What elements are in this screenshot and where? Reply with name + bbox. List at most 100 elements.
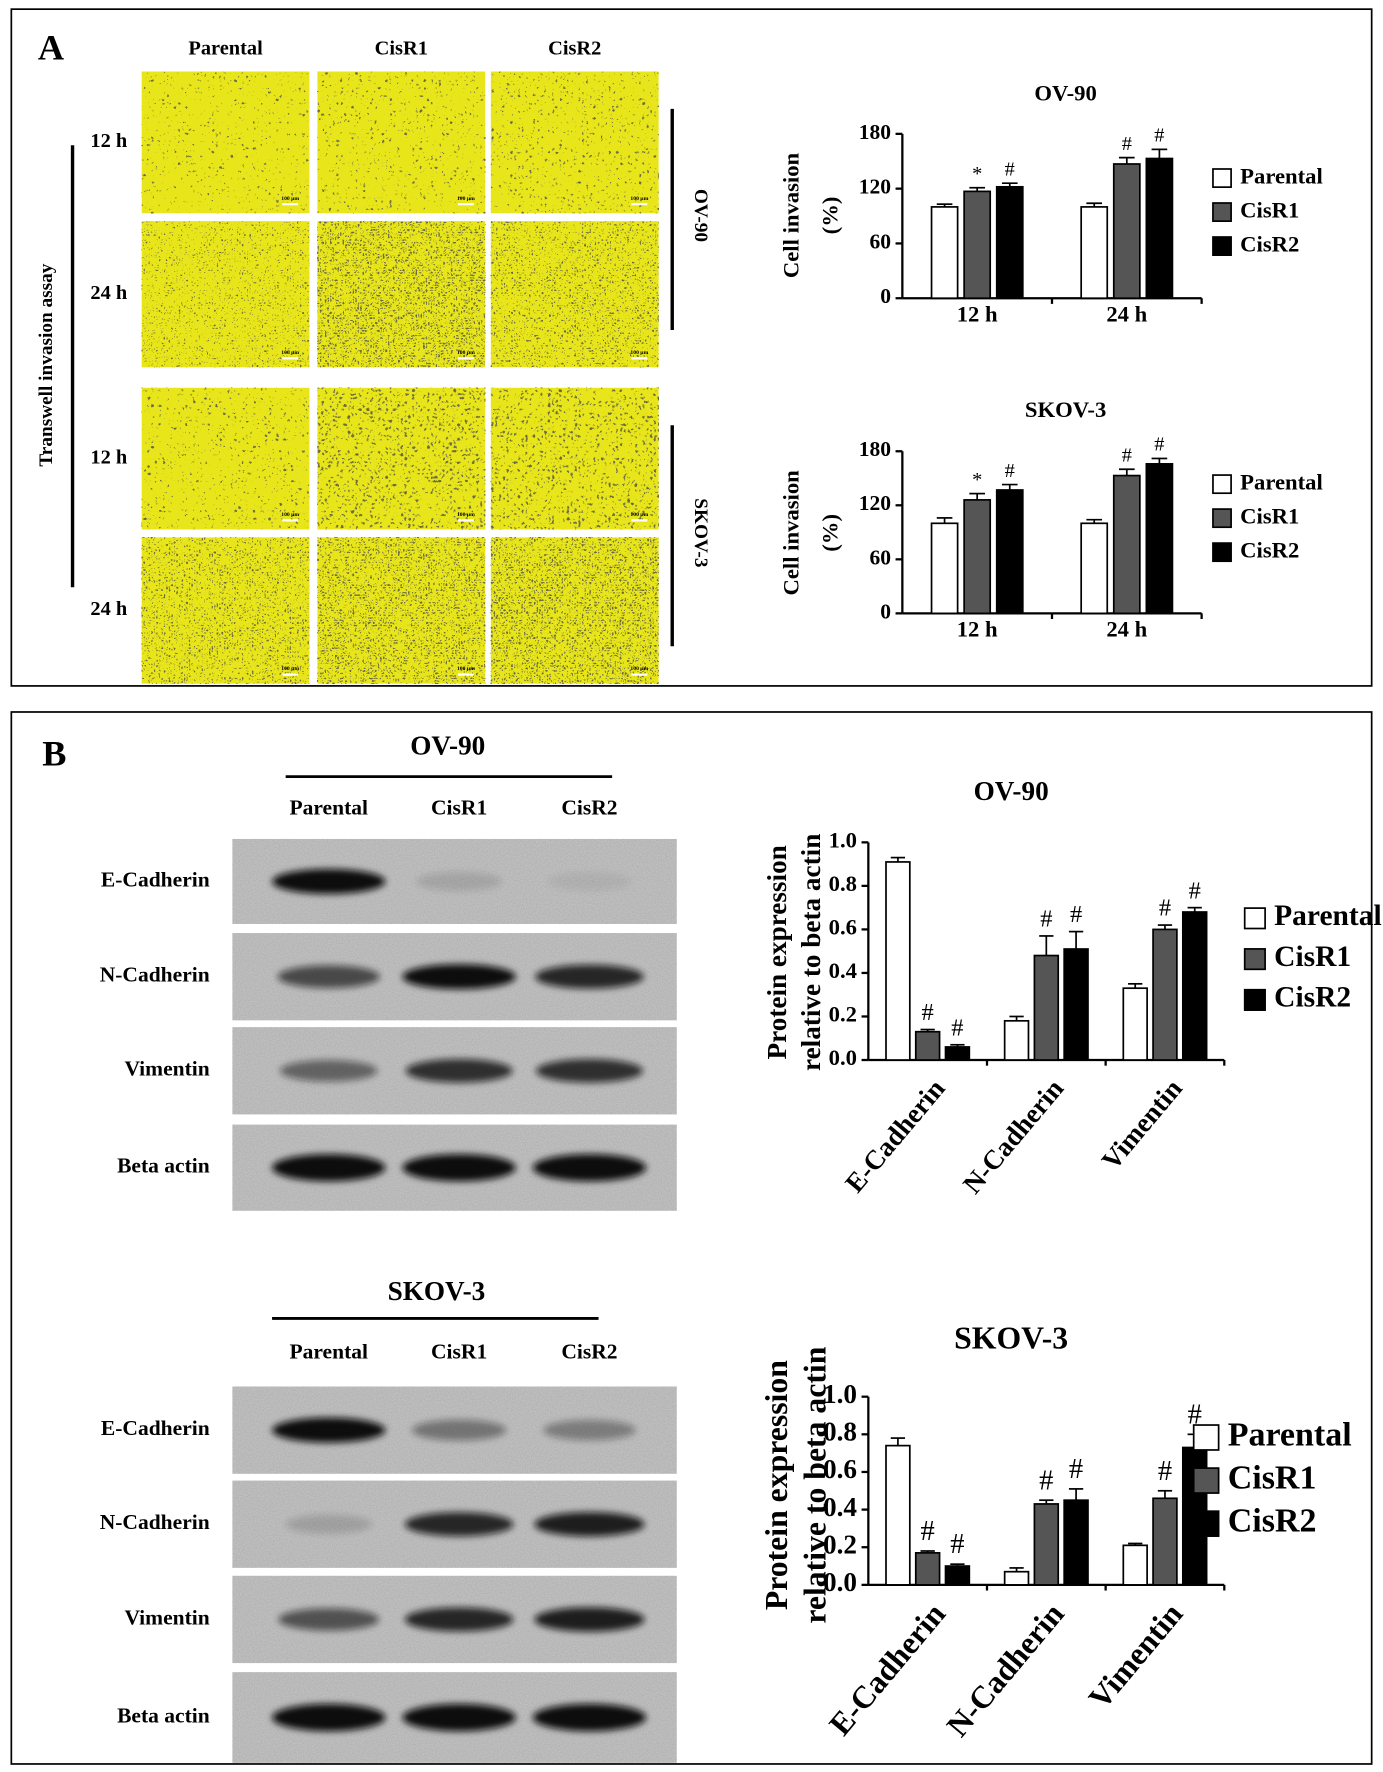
group-label: SKOV-3 (690, 498, 711, 567)
protein-label: Beta actin (117, 1703, 210, 1727)
blot-band (277, 965, 380, 988)
blot-band (405, 1058, 513, 1083)
scale-bar (282, 203, 299, 206)
error-bar (936, 203, 953, 207)
scale-bar (631, 357, 648, 360)
x-tick-label: N-Cadherin (940, 1596, 1071, 1743)
y-tick-label: 1.0 (829, 828, 857, 853)
error-bar (1086, 202, 1103, 207)
legend-swatch (1212, 202, 1232, 222)
error-bar (920, 1550, 935, 1553)
y-tick-label: 0.2 (829, 1002, 857, 1027)
scale-bar (457, 203, 474, 206)
x-tick-label: 24 h (1106, 302, 1147, 327)
chart-title: OV-90 (1034, 81, 1097, 106)
y-axis-label: (%) (817, 514, 842, 552)
scale-bar-label: 100 µm (630, 196, 648, 202)
error-bar (1001, 182, 1018, 187)
legend-swatch (1212, 236, 1232, 256)
micrograph-cells (317, 387, 486, 530)
y-tick-label: 0 (880, 599, 891, 623)
y-axis-label: Protein expression (762, 845, 792, 1059)
bar (914, 1552, 941, 1586)
row-label: 12 h (90, 446, 127, 468)
chart-title: OV-90 (974, 776, 1049, 806)
x-tick-label: E-Cadherin (822, 1596, 952, 1742)
blot-band (404, 1512, 514, 1537)
bar (914, 1030, 941, 1061)
blot-band (272, 1154, 386, 1182)
legend-label: CisR2 (1274, 982, 1351, 1014)
blot-band (535, 964, 644, 989)
scale-bar-label: 100 µm (457, 350, 475, 356)
y-tick-label: 180 (859, 120, 891, 144)
error-bar (1157, 1489, 1173, 1499)
bar (1122, 987, 1148, 1061)
scale-bar-label: 100 µm (630, 512, 648, 518)
column-header: Parental (188, 38, 263, 60)
bar (1063, 1499, 1089, 1586)
scale-bar (282, 357, 299, 360)
x-tick-label: 24 h (1106, 617, 1147, 642)
micrograph-cells (490, 537, 659, 684)
bar (1003, 1570, 1030, 1586)
lane-label: CisR2 (561, 795, 617, 819)
error-bar (950, 1563, 965, 1567)
bar (1181, 911, 1208, 1061)
bar (885, 1444, 911, 1586)
blot-band (547, 872, 632, 891)
bar (1033, 954, 1060, 1061)
significance-mark: # (950, 1529, 964, 1560)
y-tick-label: 0.4 (823, 1492, 857, 1522)
legend-label: CisR1 (1240, 503, 1299, 528)
lane-label: CisR2 (561, 1340, 617, 1364)
y-tick-label: 0.0 (829, 1045, 857, 1070)
significance-mark: # (1158, 1456, 1172, 1487)
significance-mark: # (1154, 125, 1164, 147)
error-bar (1151, 457, 1168, 464)
y-tick-label: 0.2 (823, 1529, 857, 1559)
error-bar (1009, 1567, 1024, 1572)
bar (1063, 948, 1089, 1061)
lane-label: CisR1 (431, 795, 487, 819)
chart-title: SKOV-3 (954, 1320, 1068, 1355)
legend-label: Parental (1274, 900, 1382, 932)
protein-label: N-Cadherin (100, 1510, 210, 1534)
significance-mark: # (951, 1014, 963, 1041)
legend-swatch (1243, 948, 1266, 971)
y-tick-label: 120 (859, 175, 891, 199)
y-tick-label: 0.6 (823, 1454, 857, 1484)
significance-mark: # (1159, 895, 1171, 922)
blot-band (402, 1703, 516, 1732)
bar (1145, 463, 1174, 615)
scale-bar-label: 100 µm (457, 666, 475, 672)
error-bar (1001, 483, 1018, 490)
significance-mark: # (1122, 133, 1132, 155)
legend-swatch (1192, 1510, 1220, 1537)
significance-mark: # (922, 999, 934, 1026)
y-axis-label: relative to beta actin (796, 834, 826, 1071)
y-axis-label: (%) (817, 197, 842, 235)
protein-label: Vimentin (124, 1605, 209, 1629)
scale-bar-label: 100 µm (457, 196, 475, 202)
bar (995, 185, 1024, 300)
bar (930, 206, 959, 300)
bar (1080, 206, 1109, 300)
legend-swatch (1192, 1424, 1220, 1451)
protein-label: N-Cadherin (100, 963, 210, 987)
micrograph-cells (141, 221, 310, 368)
error-bar (1128, 1542, 1143, 1546)
blot-band (272, 1417, 386, 1443)
error-bar (1039, 935, 1054, 956)
row-label: 12 h (90, 130, 127, 152)
micrograph-cells (317, 537, 486, 684)
blot-band (535, 1058, 643, 1083)
scale-bar (457, 519, 474, 522)
error-bar (1086, 518, 1103, 524)
bar (1033, 1503, 1060, 1586)
legend-label: CisR1 (1240, 197, 1299, 222)
significance-mark: # (1189, 877, 1201, 904)
error-bar (1151, 148, 1168, 159)
bar (995, 489, 1024, 615)
micrograph-cells (141, 387, 310, 530)
